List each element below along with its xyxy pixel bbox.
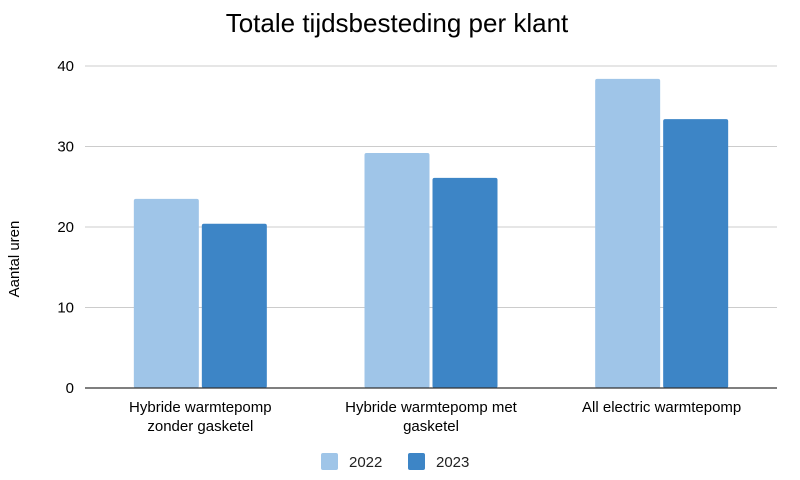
legend-swatch-2023 [408,453,425,470]
bar-2022-2 [595,78,661,388]
y-tick-labels: 0 10 20 30 40 [57,58,74,397]
category-label: zonder gasketel [147,418,253,435]
y-axis-label: Aantal uren [6,221,23,298]
category-label: Hybride warmtepomp met [345,399,518,416]
category-label: gasketel [403,418,459,435]
chart-title: Totale tijdsbesteding per klant [226,8,569,38]
y-tick-label: 0 [66,380,74,397]
y-tick-label: 10 [57,300,74,317]
category-label: All electric warmtepomp [582,399,741,416]
category-label: Hybride warmtepomp [129,399,272,416]
bar-2023-2 [663,119,729,388]
bars [133,78,729,388]
gridlines [85,65,777,308]
legend: 2022 2023 [321,453,469,471]
y-tick-label: 20 [57,219,74,236]
legend-swatch-2022 [321,453,338,470]
bar-2022-0 [133,198,199,388]
bar-2023-1 [432,177,498,388]
category-labels: Hybride warmtepomp zonder gasketel Hybride… [129,399,741,435]
bar-2023-0 [201,223,267,388]
legend-label: 2023 [436,454,469,471]
legend-label: 2022 [349,454,382,471]
bar-2022-1 [364,152,430,388]
y-tick-label: 30 [57,139,74,156]
y-tick-label: 40 [57,58,74,75]
